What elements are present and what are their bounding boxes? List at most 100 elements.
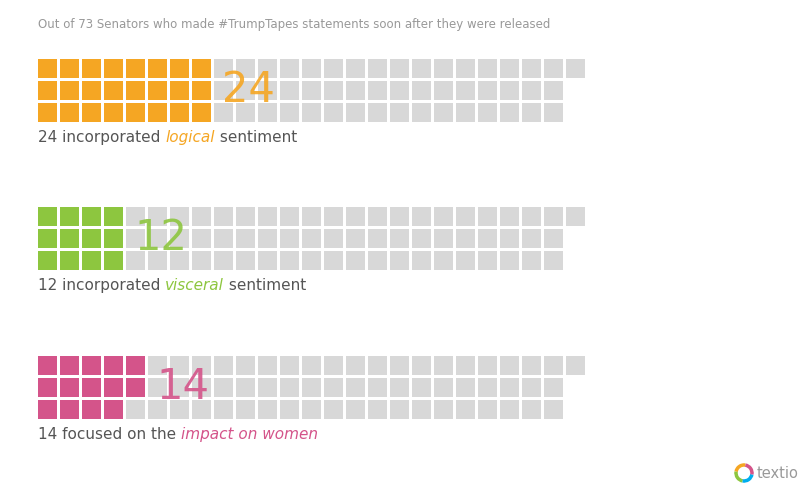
Bar xyxy=(368,81,387,100)
Text: textio: textio xyxy=(757,465,799,480)
Bar xyxy=(566,59,585,78)
Bar xyxy=(368,400,387,419)
Bar xyxy=(566,207,585,226)
Bar xyxy=(302,81,321,100)
Bar xyxy=(390,356,409,375)
Bar xyxy=(412,400,431,419)
Bar xyxy=(214,229,233,248)
Bar xyxy=(38,81,57,100)
Bar xyxy=(302,59,321,78)
Bar xyxy=(368,59,387,78)
Bar xyxy=(280,59,299,78)
Bar xyxy=(478,59,497,78)
Bar xyxy=(236,103,255,122)
Text: 14 focused on the: 14 focused on the xyxy=(38,427,181,442)
Bar xyxy=(478,229,497,248)
Bar xyxy=(456,81,475,100)
Bar xyxy=(38,356,57,375)
Bar xyxy=(412,59,431,78)
Bar xyxy=(390,251,409,270)
Bar xyxy=(170,59,189,78)
Bar xyxy=(434,229,453,248)
Bar xyxy=(500,103,519,122)
Bar xyxy=(104,229,123,248)
Bar xyxy=(60,207,79,226)
Bar xyxy=(236,251,255,270)
Bar xyxy=(104,400,123,419)
Bar xyxy=(302,356,321,375)
Bar xyxy=(60,103,79,122)
Bar xyxy=(170,356,189,375)
Bar xyxy=(478,356,497,375)
Bar xyxy=(390,59,409,78)
Bar xyxy=(522,81,541,100)
Bar xyxy=(346,378,365,397)
Bar xyxy=(214,207,233,226)
Bar xyxy=(390,378,409,397)
Bar xyxy=(236,356,255,375)
Text: 12: 12 xyxy=(134,217,187,259)
Bar xyxy=(258,356,277,375)
Bar xyxy=(236,229,255,248)
Bar xyxy=(302,103,321,122)
Bar xyxy=(170,103,189,122)
Bar xyxy=(60,400,79,419)
Bar xyxy=(544,81,563,100)
Bar xyxy=(280,81,299,100)
Bar xyxy=(170,207,189,226)
Text: impact on women: impact on women xyxy=(181,427,318,442)
Bar xyxy=(236,378,255,397)
Bar xyxy=(368,378,387,397)
Text: Out of 73 Senators who made #TrumpTapes statements soon after they were released: Out of 73 Senators who made #TrumpTapes … xyxy=(38,18,550,31)
Bar xyxy=(192,103,211,122)
Bar xyxy=(456,207,475,226)
Bar xyxy=(346,229,365,248)
Bar xyxy=(38,103,57,122)
Bar xyxy=(346,356,365,375)
Bar xyxy=(214,251,233,270)
Bar xyxy=(280,400,299,419)
Bar xyxy=(324,356,343,375)
Bar xyxy=(258,400,277,419)
Bar xyxy=(38,59,57,78)
Bar xyxy=(280,229,299,248)
Bar xyxy=(346,103,365,122)
Bar xyxy=(324,400,343,419)
Bar xyxy=(302,400,321,419)
Bar xyxy=(104,356,123,375)
Bar xyxy=(192,59,211,78)
Bar xyxy=(126,400,145,419)
Bar xyxy=(60,378,79,397)
Bar xyxy=(126,378,145,397)
Bar xyxy=(214,400,233,419)
Bar xyxy=(456,229,475,248)
Bar xyxy=(104,378,123,397)
Bar xyxy=(192,400,211,419)
Bar xyxy=(346,251,365,270)
Bar xyxy=(434,378,453,397)
Bar xyxy=(456,59,475,78)
Bar xyxy=(434,400,453,419)
Bar xyxy=(38,378,57,397)
Bar xyxy=(544,207,563,226)
Bar xyxy=(38,229,57,248)
Bar xyxy=(126,103,145,122)
Bar xyxy=(324,378,343,397)
Bar xyxy=(324,81,343,100)
Bar xyxy=(258,378,277,397)
Bar xyxy=(104,251,123,270)
Bar xyxy=(170,400,189,419)
Bar xyxy=(236,59,255,78)
Bar xyxy=(478,378,497,397)
Bar xyxy=(148,81,167,100)
Bar xyxy=(104,81,123,100)
Bar xyxy=(544,356,563,375)
Bar xyxy=(126,356,145,375)
Bar xyxy=(104,103,123,122)
Bar xyxy=(390,229,409,248)
Bar xyxy=(500,59,519,78)
Bar xyxy=(214,59,233,78)
Bar xyxy=(192,81,211,100)
Bar xyxy=(148,59,167,78)
Bar xyxy=(148,207,167,226)
